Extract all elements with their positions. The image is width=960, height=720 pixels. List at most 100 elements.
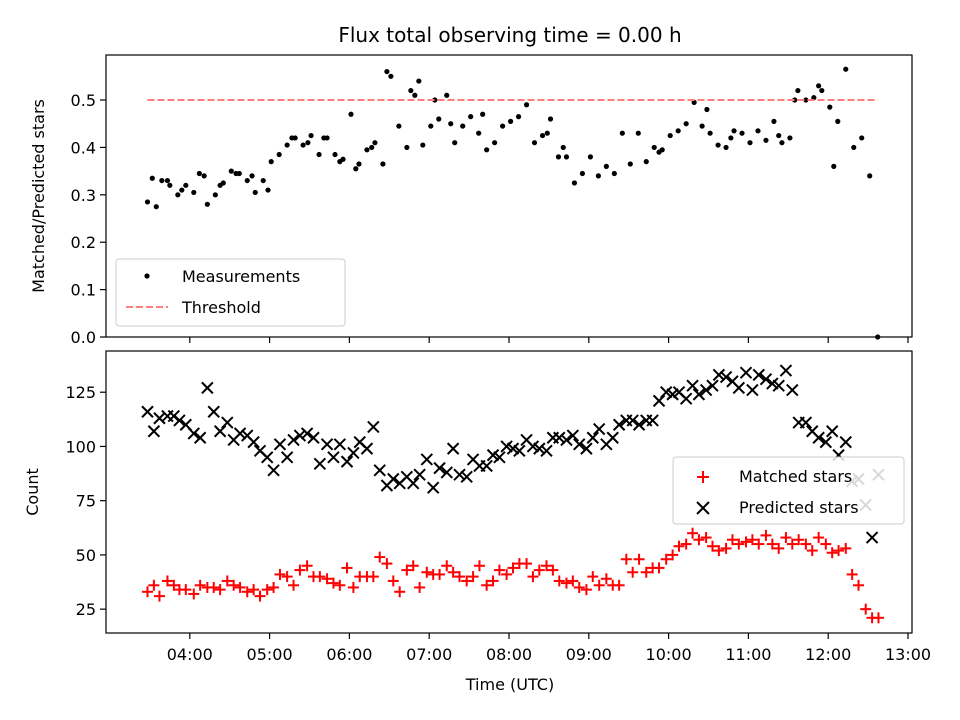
measurement-point — [539, 132, 546, 139]
predicted-point — [586, 431, 599, 444]
predicted-point — [772, 379, 785, 392]
measurement-point — [819, 87, 825, 94]
predicted-point — [313, 457, 327, 471]
predicted-point — [865, 531, 879, 544]
x-tick-label: 07:00 — [406, 645, 452, 664]
matched-point — [560, 577, 572, 589]
measurement-point — [723, 144, 729, 151]
matched-point — [241, 586, 253, 598]
measurement-point — [755, 128, 761, 134]
predicted-point — [267, 464, 280, 477]
matched-point — [541, 560, 553, 572]
matched-point — [188, 588, 200, 600]
bottom-plot-frame — [105, 350, 913, 634]
measurement-point — [321, 135, 327, 141]
matched-point — [826, 547, 838, 559]
measurement-point — [364, 147, 370, 153]
measurement-point — [691, 99, 697, 105]
measurement-point — [867, 173, 873, 179]
matched-point — [693, 534, 705, 546]
bottom-y-ticks: 25 50 75 100 125 — [65, 383, 106, 619]
predicted-point — [260, 451, 274, 464]
predicted-point — [739, 366, 753, 379]
matched-point — [394, 586, 406, 598]
measurement-point — [436, 116, 442, 122]
measurement-point — [380, 161, 386, 167]
matched-point — [214, 584, 226, 596]
predicted-point — [233, 427, 247, 440]
legend-marker-matched — [697, 471, 709, 483]
measurement-point — [356, 161, 362, 167]
measurement-point — [675, 128, 681, 134]
predicted-point — [387, 472, 400, 486]
measurement-point — [337, 159, 343, 165]
matched-point — [833, 545, 845, 557]
measurement-point — [388, 73, 394, 79]
top-plot-frame — [105, 54, 913, 338]
predicted-point — [193, 431, 207, 444]
predicted-point — [646, 414, 659, 427]
predicted-point — [825, 425, 839, 438]
measurement-point — [308, 132, 314, 139]
measurement-point — [587, 154, 593, 160]
matched-point — [153, 590, 165, 602]
matched-point — [773, 542, 785, 554]
predicted-point — [580, 442, 593, 455]
x-tick-label: 10:00 — [646, 645, 692, 664]
matched-point — [700, 532, 712, 544]
predicted-point — [493, 451, 506, 464]
measurement-point — [803, 97, 809, 103]
measurement-point — [179, 187, 185, 193]
matched-point — [281, 571, 293, 583]
matched-point — [367, 571, 379, 583]
measurement-point — [167, 182, 173, 188]
matched-point — [248, 584, 260, 596]
matched-point — [268, 581, 280, 593]
matched-point — [288, 579, 300, 591]
measurement-point — [316, 151, 322, 158]
measurement-point — [420, 142, 426, 148]
measurement-point — [384, 68, 390, 75]
predicted-point — [426, 481, 440, 494]
predicted-point — [407, 477, 420, 490]
predicted-point — [307, 431, 320, 444]
matched-point — [600, 573, 612, 585]
measurement-point — [159, 177, 165, 184]
bottom-panel: 25 50 75 100 125 04:00 05:00 06:00 07:00 08:00 09… — [23, 350, 931, 694]
predicted-point — [280, 451, 294, 464]
measurement-point — [747, 140, 753, 146]
predicted-point — [612, 418, 626, 431]
matched-point — [840, 542, 852, 554]
predicted-point — [247, 435, 260, 449]
matched-point — [753, 538, 765, 550]
measurement-point — [816, 83, 822, 89]
matched-point — [301, 560, 313, 572]
predicted-point — [706, 379, 719, 392]
y-tick-label: 0.4 — [71, 138, 96, 157]
matched-point — [620, 553, 632, 565]
predicted-point — [779, 364, 793, 377]
predicted-point — [632, 418, 646, 431]
matched-point — [261, 584, 273, 596]
legend-label-measurements: Measurements — [182, 267, 300, 286]
predicted-point — [712, 368, 726, 382]
measurement-point — [252, 189, 258, 196]
matched-point — [872, 612, 884, 624]
predicted-point — [173, 414, 186, 427]
predicted-point — [347, 446, 360, 460]
matched-point — [593, 579, 605, 591]
measurement-point — [627, 161, 633, 167]
y-tick-label: 0.2 — [71, 233, 96, 252]
measurement-point — [560, 144, 566, 151]
matched-point — [461, 575, 473, 587]
matched-point — [481, 579, 493, 591]
matched-point — [687, 527, 699, 539]
matched-point — [341, 562, 353, 574]
y-tick-label: 100 — [65, 437, 96, 456]
legend-label-matched: Matched stars — [739, 467, 852, 486]
matched-point — [334, 579, 346, 591]
measurement-point — [595, 173, 601, 179]
measurement-point — [531, 140, 538, 146]
predicted-point — [367, 420, 380, 434]
